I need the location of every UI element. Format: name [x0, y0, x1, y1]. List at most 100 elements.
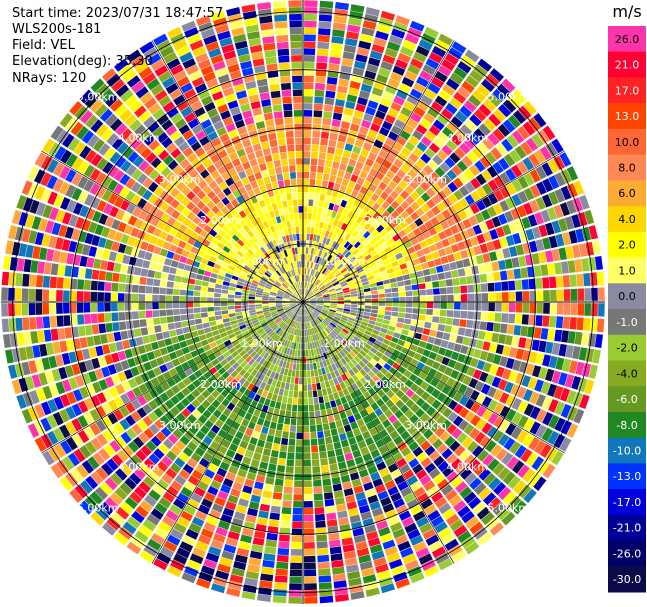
range-gate-cell	[442, 466, 454, 478]
range-gate-cell	[89, 99, 104, 113]
range-gate-cell	[182, 58, 196, 69]
range-gate-cell	[150, 341, 159, 351]
range-gate-cell	[283, 305, 290, 308]
range-gate-cell	[404, 452, 416, 463]
range-gate-cell	[225, 501, 237, 511]
range-gate-cell	[409, 572, 425, 584]
range-gate-cell	[403, 100, 416, 112]
range-gate-cell	[255, 304, 262, 307]
range-gate-cell	[319, 286, 326, 291]
range-gate-cell	[377, 24, 391, 34]
range-gate-cell	[320, 138, 329, 146]
range-gate-cell	[137, 173, 148, 185]
range-gate-cell	[395, 389, 405, 399]
range-gate-cell	[348, 87, 359, 97]
range-gate-cell	[453, 500, 467, 513]
range-gate-cell	[206, 210, 216, 219]
range-gate-cell	[252, 279, 259, 285]
range-gate-cell	[517, 415, 529, 428]
range-gate-cell	[216, 319, 224, 325]
range-gate-cell	[336, 307, 344, 311]
range-gate-cell	[267, 329, 274, 336]
range-gate-cell	[422, 64, 436, 76]
range-gate-cell	[455, 110, 468, 123]
range-gate-cell	[188, 169, 199, 179]
range-gate-cell	[179, 289, 187, 296]
range-gate-cell	[273, 372, 280, 380]
range-gate-cell	[181, 346, 190, 355]
range-gate-cell	[286, 263, 291, 271]
range-gate-cell	[143, 476, 156, 488]
range-gate-cell	[183, 88, 197, 100]
range-gate-cell	[292, 363, 297, 370]
range-gate-cell	[271, 288, 278, 292]
range-gate-cell	[266, 470, 276, 478]
range-gate-cell	[131, 347, 140, 357]
range-gate-cell	[275, 358, 281, 366]
range-gate-cell	[317, 264, 322, 272]
range-gate-cell	[366, 257, 374, 264]
range-gate-cell	[495, 292, 502, 302]
range-gate-cell	[289, 576, 302, 584]
range-gate-cell	[264, 312, 271, 317]
range-gate-cell	[331, 385, 337, 394]
range-gate-cell	[376, 398, 385, 407]
range-gate-cell	[298, 398, 303, 405]
range-gate-cell	[422, 328, 431, 336]
range-gate-cell	[366, 531, 379, 541]
range-gate-cell	[74, 105, 88, 120]
range-gate-cell	[211, 503, 224, 513]
range-gate-cell	[229, 524, 242, 534]
range-gate-cell	[130, 227, 140, 238]
range-gate-cell	[501, 511, 516, 526]
range-gate-cell	[291, 313, 296, 320]
range-gate-cell	[481, 169, 493, 182]
range-gate-cell	[157, 256, 166, 265]
range-gate-cell	[305, 247, 309, 254]
range-gate-cell	[420, 381, 430, 391]
range-gate-cell	[214, 288, 222, 293]
range-gate-cell	[319, 221, 324, 229]
range-gate-cell	[256, 312, 264, 317]
range-gate-cell	[313, 327, 317, 334]
range-gate-cell	[309, 418, 316, 426]
range-gate-cell	[195, 463, 207, 474]
range-gate-cell	[295, 342, 299, 350]
range-gate-cell	[437, 113, 449, 126]
range-gate-cell	[195, 163, 206, 174]
range-gate-cell	[328, 239, 334, 247]
range-gate-cell	[137, 345, 146, 355]
range-gate-cell	[76, 302, 84, 313]
range-gate-cell	[386, 330, 395, 336]
range-gate-cell	[75, 242, 84, 254]
range-gate-cell	[129, 100, 143, 113]
range-gate-cell	[148, 334, 157, 343]
range-gate-cell	[1, 287, 9, 301]
range-gate-cell	[214, 363, 223, 371]
range-gate-cell	[269, 241, 275, 249]
range-gate-cell	[330, 126, 340, 134]
range-gate-cell	[282, 302, 290, 305]
range-gate-cell	[324, 380, 331, 388]
range-gate-cell	[304, 7, 318, 14]
range-gate-cell	[487, 458, 500, 471]
range-gate-cell	[415, 387, 425, 397]
range-gate-cell	[206, 200, 216, 210]
range-gate-cell	[386, 440, 396, 451]
range-gate-cell	[288, 438, 296, 446]
range-gate-cell	[303, 123, 312, 131]
range-gate-cell	[374, 362, 383, 371]
range-gate-cell	[356, 342, 364, 350]
range-gate-cell	[583, 273, 591, 287]
range-gate-cell	[44, 220, 55, 234]
range-gate-cell	[406, 498, 419, 510]
range-gate-cell	[509, 149, 521, 163]
range-gate-cell	[340, 396, 348, 405]
range-gate-cell	[454, 302, 461, 310]
range-gate-cell	[322, 293, 330, 297]
range-gate-cell	[437, 272, 446, 280]
range-gate-cell	[73, 141, 86, 156]
range-gate-cell	[291, 411, 297, 419]
range-gate-cell	[291, 349, 296, 356]
range-gate-cell	[208, 353, 217, 362]
